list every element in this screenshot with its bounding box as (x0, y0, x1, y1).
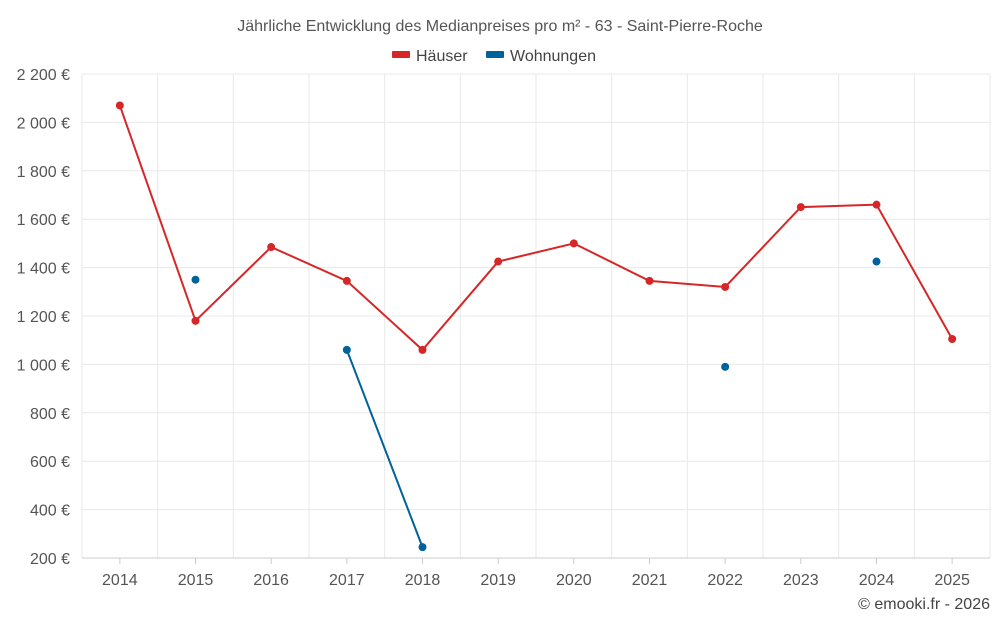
series-line-haeuser (118, 105, 954, 352)
x-tick-label: 2015 (178, 572, 214, 589)
x-tick-label: 2021 (632, 572, 668, 589)
y-tick-label: 1 600 € (17, 212, 70, 229)
x-tick-label: 2024 (859, 572, 895, 589)
legend-label-wohnungen: Wohnungen (510, 48, 596, 65)
x-tick-label: 2016 (253, 572, 289, 589)
legend-item-haeuser[interactable]: Häuser (392, 48, 468, 65)
data-point-haeuser[interactable] (267, 243, 276, 252)
x-tick-label: 2017 (329, 572, 365, 589)
y-tick-label: 800 € (30, 406, 70, 423)
data-point-haeuser[interactable] (191, 316, 200, 325)
x-tick-label: 2019 (480, 572, 516, 589)
y-tick-label: 2 000 € (17, 115, 70, 132)
series-layer (115, 101, 957, 552)
legend[interactable]: Häuser Wohnungen (392, 48, 596, 65)
x-tick-label: 2020 (556, 572, 592, 589)
data-point-haeuser[interactable] (418, 345, 427, 354)
data-point-haeuser[interactable] (115, 101, 124, 110)
y-tick-label: 1 400 € (17, 261, 70, 278)
y-tick-label: 2 200 € (17, 67, 70, 84)
data-point-wohnungen[interactable] (872, 257, 881, 266)
y-axis-ticks: 200 € 400 € 600 € 800 € 1 000 € 1 200 € 1 400 … (17, 67, 70, 568)
legend-swatch-haeuser (392, 51, 410, 58)
data-point-haeuser[interactable] (948, 334, 957, 343)
data-point-haeuser[interactable] (645, 276, 654, 285)
y-tick-label: 400 € (30, 503, 70, 520)
data-point-wohnungen[interactable] (191, 275, 200, 284)
legend-swatch-wohnungen (486, 51, 504, 58)
x-axis-ticks: 2014 2015 2016 2017 2018 2019 2020 2021 2022 2023… (102, 558, 970, 589)
x-tick-label: 2018 (405, 572, 441, 589)
x-tick-label: 2025 (934, 572, 970, 589)
x-tick-label: 2022 (707, 572, 743, 589)
data-point-wohnungen[interactable] (342, 345, 351, 354)
x-tick-label: 2014 (102, 572, 138, 589)
y-tick-label: 200 € (30, 551, 70, 568)
y-tick-label: 1 200 € (17, 309, 70, 326)
series-haeuser (115, 101, 957, 354)
data-point-wohnungen[interactable] (418, 543, 427, 552)
chart-title: Jährliche Entwicklung des Medianpreises … (237, 18, 763, 35)
x-tick-label: 2023 (783, 572, 819, 589)
data-point-haeuser[interactable] (569, 239, 578, 248)
data-point-haeuser[interactable] (494, 257, 503, 266)
legend-label-haeuser: Häuser (416, 48, 468, 65)
y-tick-label: 1 000 € (17, 357, 70, 374)
y-tick-label: 1 800 € (17, 164, 70, 181)
data-point-wohnungen[interactable] (721, 362, 730, 371)
y-tick-label: 600 € (30, 454, 70, 471)
series-wohnungen (191, 257, 881, 552)
credit-text[interactable]: © emooki.fr - 2026 (858, 596, 990, 613)
data-point-haeuser[interactable] (872, 200, 881, 209)
data-point-haeuser[interactable] (342, 276, 351, 285)
y-gridlines (82, 73, 990, 511)
series-line-wohnungen (345, 349, 424, 548)
legend-item-wohnungen[interactable]: Wohnungen (486, 48, 596, 65)
data-point-haeuser[interactable] (796, 203, 805, 212)
data-point-haeuser[interactable] (721, 282, 730, 291)
